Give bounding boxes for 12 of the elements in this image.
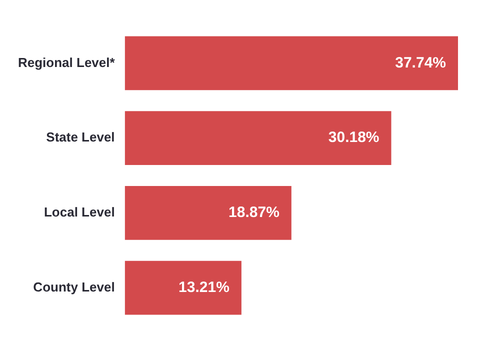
data-label: 18.87%: [228, 204, 280, 222]
bar: [124, 36, 458, 90]
y-tick-label: State Level: [46, 130, 115, 145]
y-tick-label: Regional Level*: [18, 54, 116, 70]
bar: [124, 186, 292, 240]
y-tick-label: Local Level: [44, 204, 115, 220]
data-label: 37.74%: [395, 54, 446, 72]
data-label: 13.21%: [178, 278, 230, 296]
data-label: 30.18%: [328, 129, 380, 146]
y-tick-label: County Level: [33, 279, 115, 294]
bar: [124, 111, 392, 166]
bar: [124, 260, 242, 315]
